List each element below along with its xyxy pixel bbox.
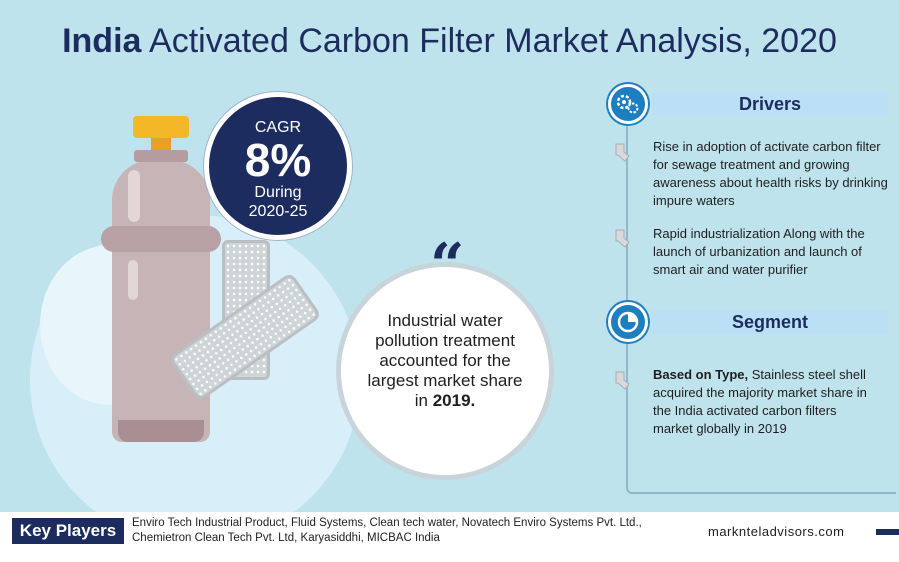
quote-circle: Industrial water pollution treatment acc… — [336, 262, 554, 480]
brand-link[interactable]: marknteladvisors.com — [708, 524, 845, 539]
key-players-label: Key Players — [12, 518, 124, 544]
gears-icon — [608, 84, 648, 124]
key-players-line-1: Enviro Tech Industrial Product, Fluid Sy… — [132, 517, 642, 529]
title-country: India — [62, 22, 142, 60]
tank-body — [112, 160, 210, 442]
pipe-icon — [615, 143, 630, 162]
drivers-heading: Drivers — [652, 92, 888, 116]
tank-neck — [134, 150, 188, 162]
segment-heading: Segment — [652, 310, 888, 334]
pipe-icon — [615, 371, 630, 390]
cagr-badge: CAGR 8% During 2020-25 — [204, 92, 352, 240]
cagr-value: 8% — [244, 134, 312, 186]
quote-text: Industrial water pollution treatment acc… — [361, 311, 529, 411]
brand-accent-bar — [876, 529, 899, 535]
tank-base — [118, 420, 204, 442]
quote-body: Industrial water pollution treatment acc… — [367, 311, 523, 410]
pipe-icon — [615, 229, 630, 248]
footer — [0, 512, 899, 562]
key-players-list: Enviro Tech Industrial Product, Fluid Sy… — [132, 516, 672, 546]
key-players-line-2: Chemietron Clean Tech Pvt. Ltd, Karyasid… — [132, 532, 440, 544]
segment-chart-icon — [608, 302, 648, 342]
tank-cap-stem — [151, 136, 171, 150]
driver-item-2: Rapid industrialization Along with the l… — [653, 226, 865, 277]
page-title: India Activated Carbon Filter Market Ana… — [0, 22, 899, 61]
cagr-label: CAGR — [254, 119, 302, 136]
cagr-during: During — [254, 184, 302, 201]
segment-item-text: Stainless steel shell acquired the major… — [653, 367, 867, 436]
cagr-period: 2020-25 — [248, 203, 308, 220]
tank-shine-lower — [128, 260, 138, 300]
quote-year: 2019. — [432, 391, 476, 410]
tank-shine — [128, 170, 140, 222]
driver-item-1: Rise in adoption of activate carbon filt… — [653, 139, 888, 208]
tank-band — [101, 226, 221, 252]
segment-item-bold: Based on Type, — [653, 367, 749, 382]
segment-item-1: Based on Type, Stainless steel shell acq… — [653, 366, 873, 438]
title-text: Activated Carbon Filter Market Analysis,… — [149, 22, 837, 60]
tank-cap — [133, 116, 189, 138]
